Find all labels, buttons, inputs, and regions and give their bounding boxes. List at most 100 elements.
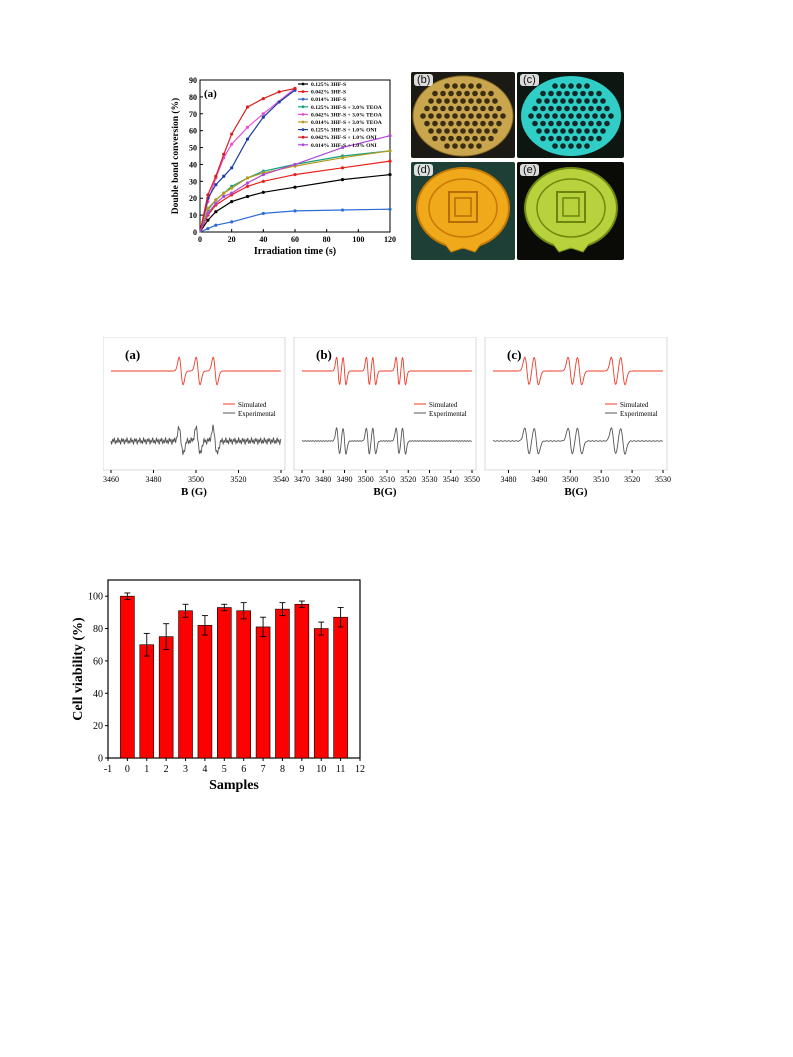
hole bbox=[440, 135, 446, 142]
hole bbox=[568, 83, 574, 89]
x-tick-label: 3520 bbox=[400, 475, 416, 484]
hole bbox=[592, 128, 598, 134]
legend-label: 0.042% 3HF-S + 3.0% TEOA bbox=[311, 112, 382, 118]
hole bbox=[468, 143, 474, 149]
epr-panel-label: (c) bbox=[507, 347, 521, 362]
hole bbox=[572, 105, 578, 112]
hole bbox=[556, 90, 562, 97]
epr-panel-frame bbox=[484, 336, 668, 471]
hole bbox=[476, 113, 482, 119]
hole bbox=[528, 113, 534, 119]
hole bbox=[540, 105, 546, 112]
hole bbox=[556, 120, 562, 127]
hole bbox=[568, 143, 574, 149]
x-tick-label: 3470 bbox=[294, 475, 310, 484]
data-point bbox=[206, 206, 210, 210]
hole bbox=[500, 113, 506, 119]
y-tick-label: 0 bbox=[98, 754, 103, 765]
data-point bbox=[214, 201, 218, 205]
legend-label: 0.125% 3HF-S + 1.0% ONI bbox=[311, 128, 377, 134]
hole bbox=[548, 135, 554, 142]
hole bbox=[432, 105, 438, 112]
legend-label: 0.042% 3HF-S bbox=[311, 90, 346, 96]
data-point bbox=[245, 105, 250, 109]
x-tick-label: 3530 bbox=[655, 475, 671, 484]
data-point bbox=[245, 194, 250, 199]
perforated-disc-image bbox=[412, 75, 514, 157]
data-point bbox=[388, 159, 392, 163]
hole bbox=[576, 128, 582, 134]
hole bbox=[580, 120, 586, 127]
data-point bbox=[277, 100, 281, 104]
x-tick-label: 3550 bbox=[464, 475, 480, 484]
hole bbox=[548, 120, 554, 127]
legend-marker bbox=[301, 82, 305, 86]
hole bbox=[564, 135, 570, 142]
hole bbox=[592, 113, 598, 119]
hole bbox=[540, 135, 546, 142]
data-point bbox=[222, 194, 226, 199]
x-tick-label: 0 bbox=[198, 235, 202, 244]
hole bbox=[536, 98, 542, 104]
hole bbox=[496, 105, 502, 112]
hole bbox=[576, 113, 582, 119]
hole bbox=[564, 120, 570, 127]
x-tick-label: 4 bbox=[202, 764, 207, 775]
legend-marker bbox=[301, 120, 305, 124]
hole bbox=[448, 90, 454, 97]
simulated-spectrum bbox=[111, 356, 281, 386]
hole bbox=[568, 113, 574, 119]
x-tick-label: 3540 bbox=[443, 475, 459, 484]
x-tick-label: 3 bbox=[183, 764, 188, 775]
x-tick-label: 3520 bbox=[231, 475, 247, 484]
x-tick-label: 40 bbox=[259, 235, 267, 244]
hole bbox=[544, 98, 550, 104]
data-point bbox=[214, 174, 218, 178]
hole bbox=[596, 120, 602, 127]
emblem-disc-image bbox=[416, 167, 510, 253]
x-tick-label: 0 bbox=[125, 764, 130, 775]
photo-e: (e) bbox=[517, 162, 624, 260]
data-point bbox=[206, 211, 210, 216]
hole bbox=[572, 120, 578, 127]
y-tick-label: 50 bbox=[189, 144, 197, 153]
bar bbox=[294, 603, 310, 759]
y-axis-label: Double bond conversion (%) bbox=[170, 98, 181, 214]
hole bbox=[544, 128, 550, 134]
x-tick-label: 3490 bbox=[337, 475, 353, 484]
data-point bbox=[230, 200, 234, 204]
hole bbox=[540, 120, 546, 127]
hole bbox=[588, 90, 594, 97]
epr-panel-label: (a) bbox=[125, 347, 140, 362]
hole bbox=[584, 113, 590, 119]
legend-marker bbox=[301, 143, 305, 147]
data-point bbox=[293, 162, 297, 167]
hole bbox=[432, 135, 438, 142]
hole bbox=[488, 90, 494, 97]
hole bbox=[480, 105, 486, 112]
data-point bbox=[230, 166, 234, 170]
hole bbox=[476, 98, 482, 104]
legend-marker bbox=[301, 97, 305, 101]
hole bbox=[588, 135, 594, 142]
data-point bbox=[245, 137, 250, 141]
fluorescent-disc-image bbox=[521, 76, 621, 156]
hole bbox=[548, 105, 554, 112]
hole bbox=[488, 105, 494, 112]
legend-label-simulated: Simulated bbox=[429, 401, 458, 409]
hole bbox=[428, 98, 434, 104]
hole bbox=[564, 90, 570, 97]
x-tick-label: 3480 bbox=[146, 475, 162, 484]
legend-label: 0.014% 3HF-S + 3.0% TEOA bbox=[311, 120, 382, 126]
data-point bbox=[222, 191, 226, 195]
hole bbox=[576, 98, 582, 104]
hole bbox=[472, 135, 478, 142]
data-point bbox=[245, 184, 250, 188]
hole bbox=[572, 135, 578, 142]
hole bbox=[452, 143, 458, 149]
data-point bbox=[277, 90, 281, 94]
experimental-spectrum bbox=[301, 427, 473, 455]
data-point bbox=[340, 156, 345, 160]
hole bbox=[444, 83, 450, 89]
x-tick-label: 3480 bbox=[315, 475, 331, 484]
